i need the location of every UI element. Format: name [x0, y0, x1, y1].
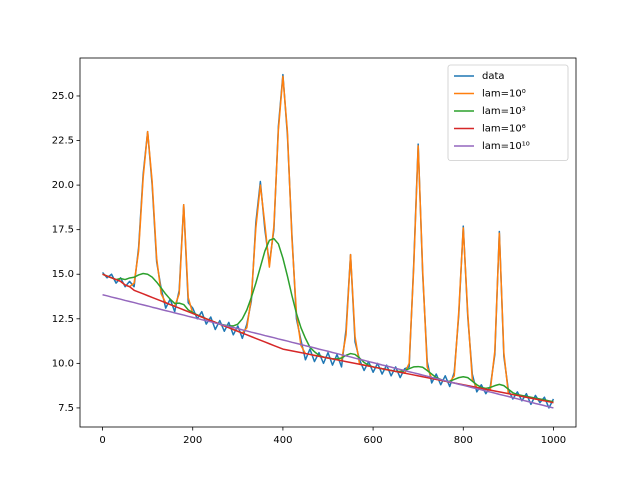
legend-label: data — [482, 71, 505, 82]
y-tick-label: 7.5 — [58, 403, 74, 414]
series-line — [102, 273, 554, 404]
x-tick-label: 200 — [183, 435, 202, 446]
legend-label: lam=10⁰ — [482, 89, 526, 100]
legend-label: lam=10¹⁰ — [482, 141, 530, 152]
series-line — [102, 294, 554, 409]
axes-frame — [79, 57, 577, 428]
legend-box — [447, 64, 569, 161]
y-tick-label: 25.0 — [52, 91, 74, 102]
legend-label: lam=10⁶ — [482, 124, 526, 135]
y-tick-label: 15.0 — [52, 269, 74, 280]
x-tick-label: 800 — [454, 435, 473, 446]
x-tick-label: 400 — [273, 435, 292, 446]
x-tick-label: 0 — [99, 435, 105, 446]
x-tick-label: 600 — [364, 435, 383, 446]
y-tick-label: 20.0 — [52, 180, 74, 191]
x-tick-label: 1000 — [541, 435, 566, 446]
y-tick-label: 22.5 — [52, 136, 74, 147]
legend-label: lam=10³ — [482, 106, 526, 117]
y-tick-label: 10.0 — [52, 358, 74, 369]
y-tick-label: 17.5 — [52, 225, 74, 236]
y-tick-label: 12.5 — [52, 314, 74, 325]
